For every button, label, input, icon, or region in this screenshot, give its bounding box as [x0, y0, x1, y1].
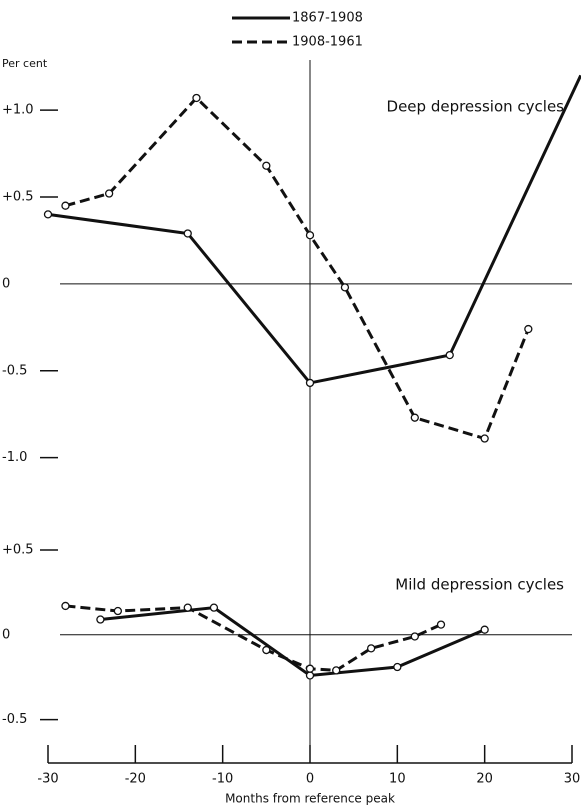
data-point: [262, 161, 271, 170]
panel-title: Deep depression cycles: [387, 98, 565, 116]
data-point: [96, 615, 105, 624]
series-line: [47, 74, 581, 385]
series-line: [65, 95, 530, 441]
x-axis-label: Months from reference peak: [225, 792, 395, 806]
data-point: [183, 603, 192, 612]
y-tick-label: -1.0: [2, 450, 27, 465]
data-point: [480, 434, 489, 443]
y-tick-label: +0.5: [2, 542, 34, 557]
y-tick-label: -0.5: [2, 712, 27, 727]
y-tick-label: 0: [2, 627, 10, 642]
data-point: [445, 350, 454, 360]
data-point: [340, 283, 350, 292]
x-tick-label: -30: [37, 772, 58, 787]
y-tick-label: +1.0: [2, 103, 34, 118]
data-point: [104, 189, 114, 198]
data-point: [524, 324, 533, 334]
data-point: [61, 601, 70, 611]
data-point: [410, 632, 419, 641]
data-point: [305, 231, 315, 240]
data-point: [305, 671, 315, 680]
series-line: [65, 604, 442, 672]
data-point: [393, 662, 402, 672]
y-tick-label: -0.5: [2, 363, 27, 378]
data-point: [436, 620, 446, 629]
x-tick-label: -20: [125, 772, 146, 787]
x-tick-label: 10: [389, 772, 406, 787]
data-point: [183, 229, 192, 238]
y-tick-label: +0.5: [2, 190, 34, 205]
legend-label: 1908-1961: [292, 35, 363, 50]
legend-label: 1867-1908: [292, 11, 363, 26]
data-point: [305, 664, 315, 673]
panel-title: Mild depression cycles: [395, 576, 564, 594]
data-point: [43, 210, 53, 219]
series-line: [100, 606, 486, 678]
data-point: [61, 201, 70, 210]
data-point: [262, 645, 271, 655]
y-axis-label: Per cent: [2, 57, 48, 70]
data-point: [480, 625, 489, 634]
y-tick-label: 0: [2, 276, 10, 291]
data-point: [192, 93, 201, 103]
data-point: [410, 413, 419, 422]
x-tick-label: 0: [306, 772, 314, 787]
data-point: [332, 666, 341, 675]
x-tick-label: 20: [476, 772, 493, 787]
data-point: [366, 644, 376, 653]
x-tick-label: -10: [212, 772, 233, 787]
x-tick-label: 30: [564, 772, 581, 787]
data-point: [305, 378, 315, 388]
data-point: [113, 606, 123, 616]
data-point: [209, 603, 219, 612]
